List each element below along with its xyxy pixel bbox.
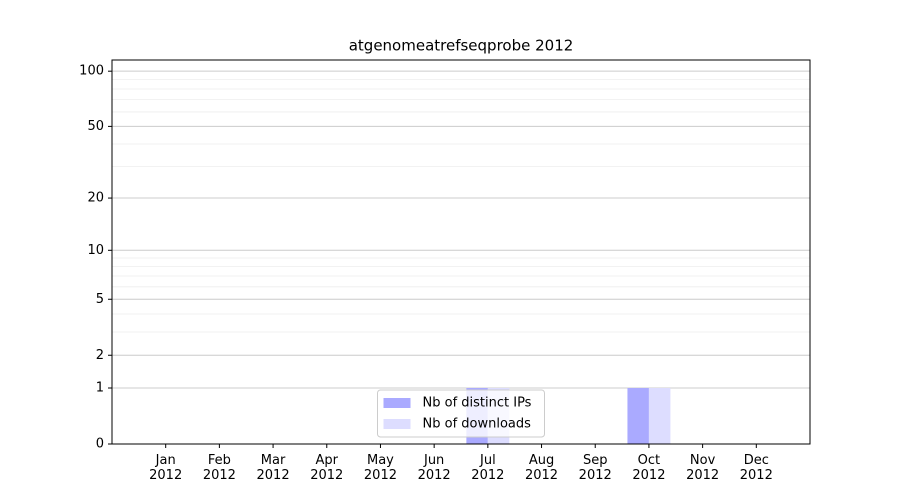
x-tick-label: Aug 2012 (524, 453, 559, 483)
x-tick-label: Jun 2012 (417, 453, 451, 483)
x-tick-label: Jul 2012 (471, 453, 505, 483)
bar (648, 388, 671, 444)
x-tick-label: Jan 2012 (149, 453, 183, 483)
legend-label: Nb of downloads (423, 417, 532, 432)
x-tick-label: Nov 2012 (686, 453, 720, 483)
x-tick-label: Dec 2012 (739, 453, 773, 483)
x-tick-label: Apr 2012 (310, 453, 344, 483)
y-tick-label: 1 (96, 381, 104, 396)
y-tick-label: 10 (87, 243, 104, 258)
plot-frame (111, 59, 811, 445)
y-tick-label: 50 (87, 119, 104, 134)
y-tick-label: 5 (96, 292, 104, 307)
legend-swatch (383, 419, 411, 429)
y-tick-label: 100 (79, 64, 104, 79)
y-tick-label: 2 (96, 348, 104, 363)
y-tick-label: 20 (87, 191, 104, 206)
x-tick-label: Mar 2012 (256, 453, 290, 483)
y-tick-label: 0 (96, 437, 104, 452)
chart-title: atgenomeatrefseqprobe 2012 (349, 37, 574, 55)
bar (627, 388, 649, 444)
legend-swatch (383, 398, 411, 408)
legend-label: Nb of distinct IPs (423, 396, 532, 411)
legend-box (377, 389, 545, 438)
x-tick-label: May 2012 (363, 453, 397, 483)
x-tick-label: Feb 2012 (202, 453, 236, 483)
x-tick-label: Oct 2012 (632, 453, 666, 483)
x-tick-label: Sep 2012 (578, 453, 612, 483)
